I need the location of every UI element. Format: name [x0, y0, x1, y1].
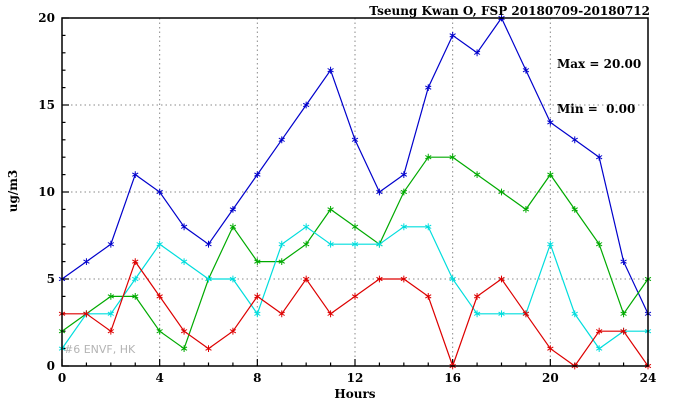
plot-frame — [61, 17, 649, 367]
y-axis-label: ug/m3 — [6, 169, 20, 213]
x-tick-label: 8 — [253, 371, 261, 385]
max-value-label: Max = 20.00 — [557, 57, 642, 71]
y-tick-label: 10 — [38, 185, 55, 199]
stats-box: Max = 20.00 Min = 0.00 — [557, 27, 641, 147]
x-tick-label: 4 — [155, 371, 163, 385]
y-tick-label: 0 — [47, 359, 55, 373]
x-tick-label: 16 — [444, 371, 461, 385]
y-tick-label: 15 — [38, 98, 55, 112]
watermark-text: #6 ENVF, HK — [64, 343, 136, 356]
x-axis-label: Hours — [334, 387, 376, 401]
series-red-line — [62, 260, 649, 368]
x-tick-label: 12 — [347, 371, 364, 385]
chart-title: Tseung Kwan O, FSP 20180709-20180712 — [369, 4, 650, 18]
y-tick-label: 5 — [47, 272, 55, 286]
x-tick-label: 0 — [58, 371, 66, 385]
min-value-label: Min = 0.00 — [557, 102, 636, 116]
series-cyan-markers — [58, 223, 652, 352]
x-tick-label: 24 — [640, 371, 657, 385]
y-tick-label: 20 — [38, 11, 55, 25]
x-tick-label: 20 — [542, 371, 559, 385]
